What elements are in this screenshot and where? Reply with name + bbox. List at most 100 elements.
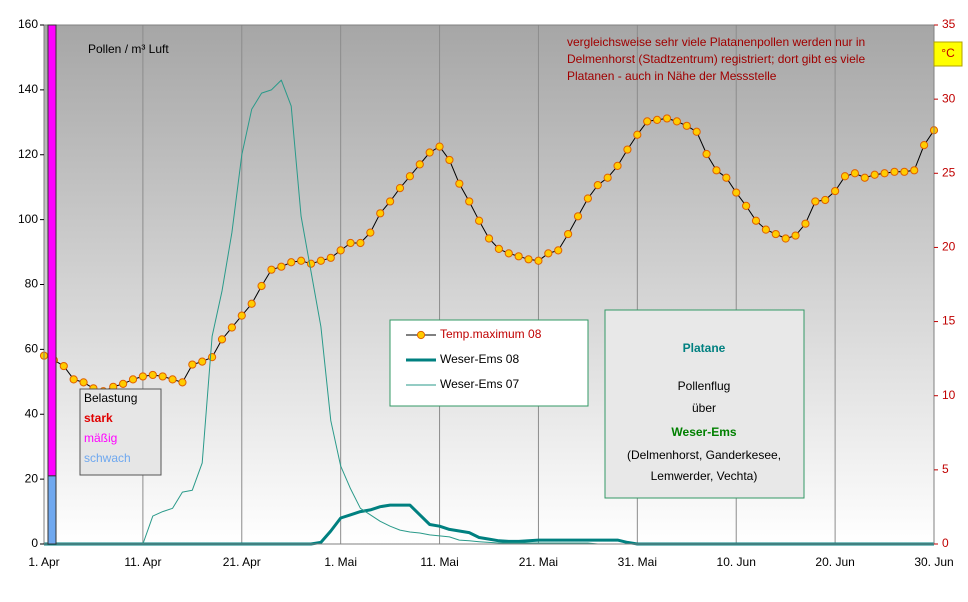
data-point xyxy=(198,357,207,366)
data-point xyxy=(297,256,306,265)
data-point xyxy=(910,166,919,175)
belastung-level: stark xyxy=(84,411,113,425)
data-point xyxy=(188,360,197,369)
data-point xyxy=(475,216,484,225)
data-point xyxy=(128,375,138,384)
x-tick-label: 11. Mai xyxy=(420,555,458,569)
data-point xyxy=(326,253,335,262)
info-text: (Delmenhorst, Ganderkesee, xyxy=(627,448,781,462)
data-point xyxy=(751,216,761,225)
data-point xyxy=(534,256,543,265)
y2-axis-label: °C xyxy=(941,46,955,60)
data-point xyxy=(119,379,128,388)
y-tick-label: 0 xyxy=(31,536,38,550)
data-point xyxy=(237,311,246,320)
belastung-level: schwach xyxy=(84,451,131,465)
data-point xyxy=(405,172,414,181)
y-tick-label: 140 xyxy=(18,82,38,96)
data-point xyxy=(791,231,800,240)
data-point xyxy=(59,361,68,371)
data-point xyxy=(554,246,563,255)
belastung-box xyxy=(79,388,162,476)
info-text: Pollenflug xyxy=(678,379,731,393)
data-point xyxy=(603,173,612,182)
data-point xyxy=(257,281,266,291)
data-point xyxy=(633,130,642,139)
data-point xyxy=(880,169,889,178)
data-point xyxy=(593,181,602,190)
data-point xyxy=(900,167,909,176)
data-point xyxy=(524,255,533,264)
data-point xyxy=(267,265,276,274)
x-tick-label: 10. Jun xyxy=(717,555,756,569)
y-tick-label: 40 xyxy=(25,406,39,420)
data-point xyxy=(722,173,731,182)
x-tick-label: 1. Mai xyxy=(324,555,357,569)
data-point xyxy=(821,195,830,205)
y2-tick-label: 0 xyxy=(942,536,949,550)
y-tick-label: 20 xyxy=(25,471,39,485)
data-point xyxy=(494,244,503,254)
data-point xyxy=(227,323,236,332)
data-point xyxy=(178,378,187,387)
data-point xyxy=(801,219,810,228)
y2-tick-label: 10 xyxy=(942,388,956,402)
data-point xyxy=(138,372,147,381)
data-point xyxy=(455,179,464,188)
y2-tick-label: 35 xyxy=(942,17,956,31)
data-point xyxy=(435,142,444,151)
data-point xyxy=(366,228,375,237)
info-title: Platane xyxy=(683,341,726,355)
data-point xyxy=(395,184,405,193)
data-point xyxy=(840,172,850,181)
data-point xyxy=(850,169,859,178)
y-tick-label: 160 xyxy=(18,17,38,31)
note: vergleichsweise sehr viele Platanenpolle… xyxy=(567,35,865,49)
info-box xyxy=(604,309,805,499)
data-point xyxy=(742,201,751,211)
y-tick-label: 60 xyxy=(25,342,39,356)
data-point xyxy=(445,155,454,165)
data-point xyxy=(583,194,592,203)
data-point xyxy=(425,148,434,157)
data-point xyxy=(672,117,681,126)
data-point xyxy=(732,188,741,197)
legend-label: Weser-Ems 08 xyxy=(440,352,519,366)
data-point xyxy=(158,372,167,381)
x-tick-label: 1. Apr xyxy=(28,555,59,569)
unit-box xyxy=(933,41,963,67)
y2-tick-label: 5 xyxy=(942,462,949,476)
data-point xyxy=(623,145,632,154)
x-tick-label: 21. Mai xyxy=(519,555,558,569)
data-point xyxy=(761,225,770,234)
legend-label: Weser-Ems 07 xyxy=(440,377,519,391)
x-tick-label: 20. Jun xyxy=(815,555,854,569)
data-point xyxy=(712,166,721,175)
y-axis-label: Pollen / m³ Luft xyxy=(88,42,169,56)
data-point xyxy=(702,149,711,159)
info-region: Weser-Ems xyxy=(671,425,736,439)
y2-tick-label: 15 xyxy=(942,314,956,328)
data-point xyxy=(514,252,523,261)
belastung-title: Belastung xyxy=(84,391,137,405)
data-point xyxy=(544,249,553,258)
data-point xyxy=(682,121,691,130)
belastung-bar xyxy=(47,475,57,545)
data-point xyxy=(247,299,256,308)
data-point xyxy=(336,246,345,255)
data-point xyxy=(662,114,672,123)
data-point xyxy=(653,115,662,125)
x-tick-label: 21. Apr xyxy=(223,555,261,569)
data-point xyxy=(316,256,325,265)
info-text: über xyxy=(692,401,716,415)
y2-tick-label: 25 xyxy=(942,165,956,179)
data-point xyxy=(346,238,355,248)
data-point xyxy=(771,229,780,239)
legend-label: Temp.maximum 08 xyxy=(440,327,542,341)
data-point xyxy=(356,238,365,248)
data-point xyxy=(564,229,573,239)
data-point xyxy=(920,141,929,150)
data-point xyxy=(148,370,157,380)
note: Platanen - auch in Nähe der Messstelle xyxy=(567,69,777,83)
